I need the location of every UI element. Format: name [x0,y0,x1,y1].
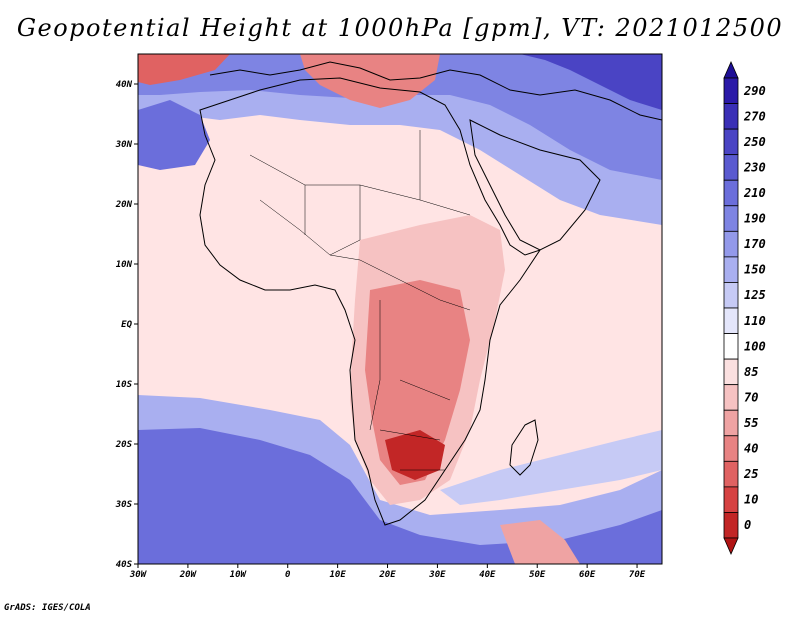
x-tick-label: 30E [428,570,446,580]
southern-europe-coastline [209,61,662,121]
colorbar-bottom-arrow [723,537,739,555]
colorbar-swatch [723,486,739,513]
colorbar-level-label: 230 [743,160,766,174]
colorbar-level-label: 110 [744,314,766,328]
height-field-southern-core [138,428,662,564]
height-field-africa-core [365,280,470,485]
colorbar-swatch [723,128,739,156]
colorbar-level-label: 210 [743,186,766,200]
africa-coastline [199,77,542,526]
colorbar-level-label: 170 [744,237,766,251]
colorbar-swatch [723,460,739,488]
colorbar-swatch [723,230,739,258]
x-axis-ticks: 30W 20W 10W 0 10E 20E 30E 40E 50E 60E 70E [129,564,646,580]
height-field-north-core [138,54,662,180]
x-tick-label: 50E [529,570,546,580]
height-field-europe-low [138,54,230,85]
map-frame [137,53,663,565]
colorbar-level-label: 55 [744,416,758,430]
colorbar-swatch [723,205,739,232]
x-tick-label: 0 [285,570,291,580]
colorbar-swatch [723,256,739,283]
x-tick-label: 10W [230,570,248,580]
colorbar-level-label: 190 [744,212,766,226]
x-tick-label: 30W [129,570,148,580]
colorbar-swatch [723,179,739,207]
y-tick-label: 20S [115,440,133,450]
chart-title: Geopotential Height at 1000hPa [gpm], VT… [16,14,784,42]
height-field-northeast-max [520,54,662,110]
credit-label: GrADS: IGES/COLA [4,603,91,613]
colorbar-level-label: 290 [743,84,766,98]
colorbar-swatch [723,409,739,437]
colorbar-level-label: 10 [744,493,758,507]
colorbar-swatch [723,77,739,104]
colorbar-level-label: 70 [744,390,758,404]
colorbar-level-label: 250 [743,135,766,149]
colorbar-level-label: 40 [744,442,758,456]
x-tick-label: 20W [179,570,198,580]
colorbar-swatch [723,307,739,334]
height-field-south-indian [440,430,662,505]
colorbar-level-label: 125 [744,288,766,302]
height-field-atlantic-high [138,100,210,170]
colorbar-swatch [723,358,739,386]
arabia-coastline [469,119,601,251]
colorbar-level-label: 270 [743,109,766,123]
colorbar-top-arrow [723,61,739,79]
height-field-kalahari-min [385,430,445,480]
colorbar-swatch [723,384,739,411]
colorbar-swatch [723,154,739,181]
y-tick-label: 10S [116,380,133,390]
y-tick-label: 10N [116,260,133,270]
colorbar-swatch [723,512,739,539]
colorbar-swatch [723,435,739,462]
x-tick-label: 40E [479,570,496,580]
colorbar-level-label: 100 [744,339,766,353]
height-field-mozambique-low [500,520,580,564]
colorbar-swatch [723,282,739,309]
colorbar: 2902702502302101901701501251101008570554… [723,61,766,555]
colorbar-level-label: 25 [743,467,758,481]
y-tick-label: 40N [116,80,133,90]
country-borders [249,130,471,471]
x-tick-label: 20E [378,570,396,580]
colorbar-level-label: 150 [744,263,766,277]
y-axis-ticks: 40N 30N 20N 10N EQ 10S 20S 30S 40S [115,80,138,570]
colorbar-level-label: 85 [744,365,758,379]
map-panel [138,54,662,564]
y-tick-label: 30S [115,500,133,510]
height-field-mediterranean-low [300,54,440,108]
y-tick-label: EQ [121,320,132,330]
y-tick-label: 20N [115,200,133,210]
madagascar-coastline [509,419,539,476]
colorbar-swatch [723,333,739,360]
y-tick-label: 30N [115,140,133,150]
x-tick-label: 70E [629,570,646,580]
y-tick-label: 40S [116,560,133,570]
colorbar-level-label: 0 [744,518,751,532]
x-tick-label: 60E [579,570,596,580]
colorbar-swatch [723,103,739,130]
x-tick-label: 10E [329,570,346,580]
